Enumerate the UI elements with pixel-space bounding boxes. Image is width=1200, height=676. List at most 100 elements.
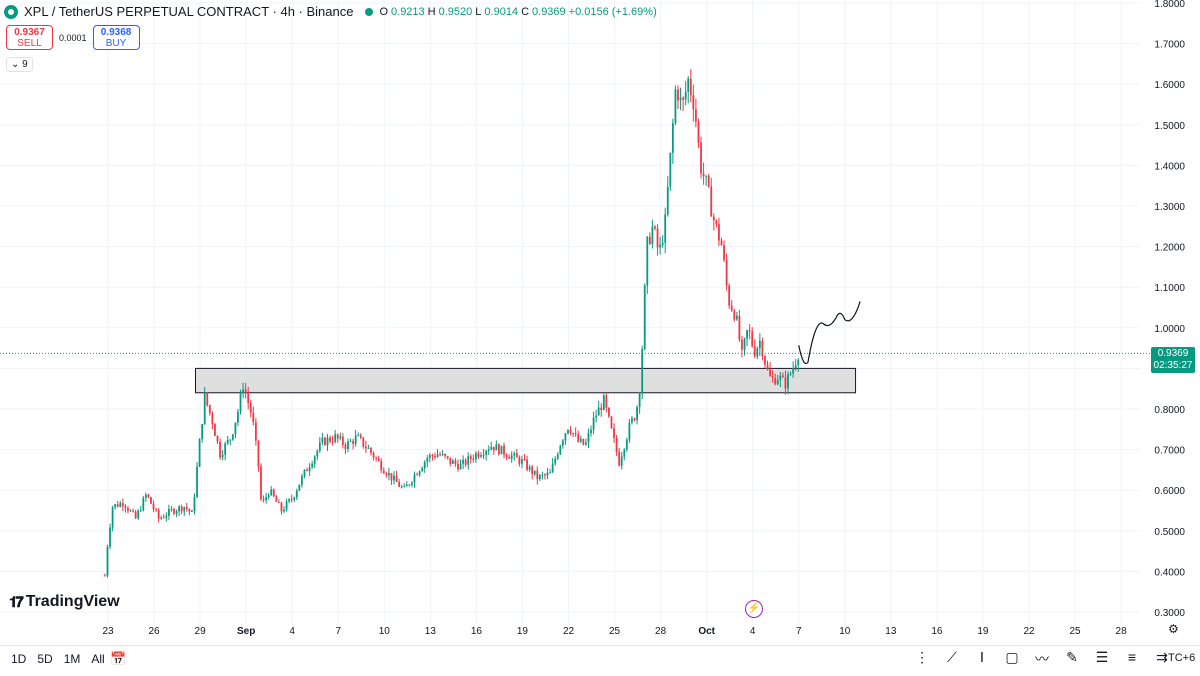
x-tick-label: 26 [148,626,160,637]
y-tick-label: 1.4000 [1154,161,1185,172]
candle-body [354,435,357,444]
candle-body [643,285,646,350]
candle-body [633,418,636,421]
candle-body [771,376,774,379]
candle-body [367,447,370,449]
candle-body [388,472,390,476]
candle-body [321,437,324,443]
tradingview-mark-icon: 𝟏𝟕 [9,593,24,611]
candle-body [370,447,372,453]
candle-body [191,510,193,512]
candle-body [474,453,477,460]
candle-body [311,463,314,468]
candle-body [549,472,551,474]
candle-body [293,497,296,500]
ohlc-key: O [379,5,389,18]
calendar-icon[interactable]: 📅 [110,651,127,666]
candle-body [664,214,667,243]
x-tick-label: 16 [471,626,483,637]
candle-body [561,440,564,446]
ohlc-value: +0.0156 (+1.69%) [568,5,657,18]
candle-body [579,438,582,442]
candle-body [247,393,250,404]
overlay-layer [0,301,1150,365]
path-icon[interactable]: 〰 [1035,651,1049,667]
y-tick-label: 1.2000 [1154,243,1185,254]
period-1m[interactable]: 1M [63,652,81,666]
candle-body [679,97,682,101]
sell-button[interactable]: 0.9367 SELL [6,25,53,50]
candle-body [377,458,380,461]
ohlc-key: L [475,5,482,18]
drawing-tools: ⋮ ⟋ Ⅰ ▢ 〰 ✎ ☰ ≡ ⇉ [912,649,1172,669]
candle-body [111,507,114,528]
candle-body [283,509,285,512]
tradingview-logo[interactable]: 𝟏𝟕 TradingView [9,593,120,611]
candle-body [556,454,559,459]
x-tick-label: 10 [379,626,391,637]
candle-body [252,412,255,423]
candle-body [127,508,129,511]
candle-body [175,511,178,514]
candle-body [257,440,260,467]
rectangle-icon[interactable]: ▢ [1005,649,1019,665]
candle-body [423,461,426,469]
y-tick-label: 0.7000 [1154,446,1185,457]
ohlc-value: 0.9014 [484,5,519,18]
candle-body [636,407,638,421]
candle-body [602,395,605,411]
candle-body [628,422,631,440]
candle-body [434,456,436,458]
chart-header: XPL / TetherUS PERPETUAL CONTRACT · 4h ·… [4,4,657,19]
y-tick-label: 0.5000 [1154,527,1185,538]
candle-body [221,454,224,458]
candle-body [600,407,603,411]
timezone-label[interactable]: TC+6 [1168,652,1196,664]
candle-body [196,466,198,497]
horizontal-lines-icon[interactable]: ☰ [1095,649,1109,665]
period-5d[interactable]: 5D [37,652,53,666]
candle-body [728,285,731,306]
candle-body [444,453,447,457]
support-zone-layer [194,367,857,394]
indicator-count: 9 [22,59,28,70]
candle-body [789,373,792,375]
indicators-toggle[interactable]: ⌄ 9 [6,57,33,72]
candle-body [646,236,649,286]
candle-layer [104,69,800,578]
candle-body [416,474,418,476]
ohlc-value: 0.9369 [532,5,566,18]
x-tick-label: 10 [839,626,851,637]
candle-body [544,474,546,476]
candle-body [707,175,710,187]
period-1d[interactable]: 1D [11,652,27,666]
settings-gear-icon[interactable]: ⚙ [1168,622,1179,636]
period-all[interactable]: All [91,652,105,666]
candle-body [359,435,362,438]
candle-body [352,440,354,444]
candle-body [249,403,252,413]
candle-body [480,455,482,457]
candle-body [431,455,434,457]
buy-button[interactable]: 0.9368 BUY [92,25,140,50]
candle-body [457,463,459,470]
candle-body [472,458,475,460]
text-cursor-icon[interactable]: Ⅰ [979,649,985,665]
symbol-title[interactable]: XPL / TetherUS PERPETUAL CONTRACT · 4h ·… [24,4,354,19]
trend-line-icon[interactable]: ⟋ [947,649,957,665]
ohlc-key: H [427,5,436,18]
candle-body [403,486,406,488]
ohlc-value: 0.9520 [438,5,473,18]
drag-handle-icon[interactable]: ⋮ [915,649,929,665]
candle-body [761,340,764,357]
brush-icon[interactable]: ✎ [1066,649,1078,665]
candle-body [464,459,467,465]
levels-icon[interactable]: ≡ [1127,649,1137,665]
candle-body [254,422,257,441]
lightning-icon[interactable]: ⚡ [745,600,763,618]
ray-icon[interactable]: ⇉ [1156,649,1168,665]
candle-body [620,456,623,466]
candle-body [347,441,349,449]
ohlc-value: 0.9213 [391,5,425,18]
